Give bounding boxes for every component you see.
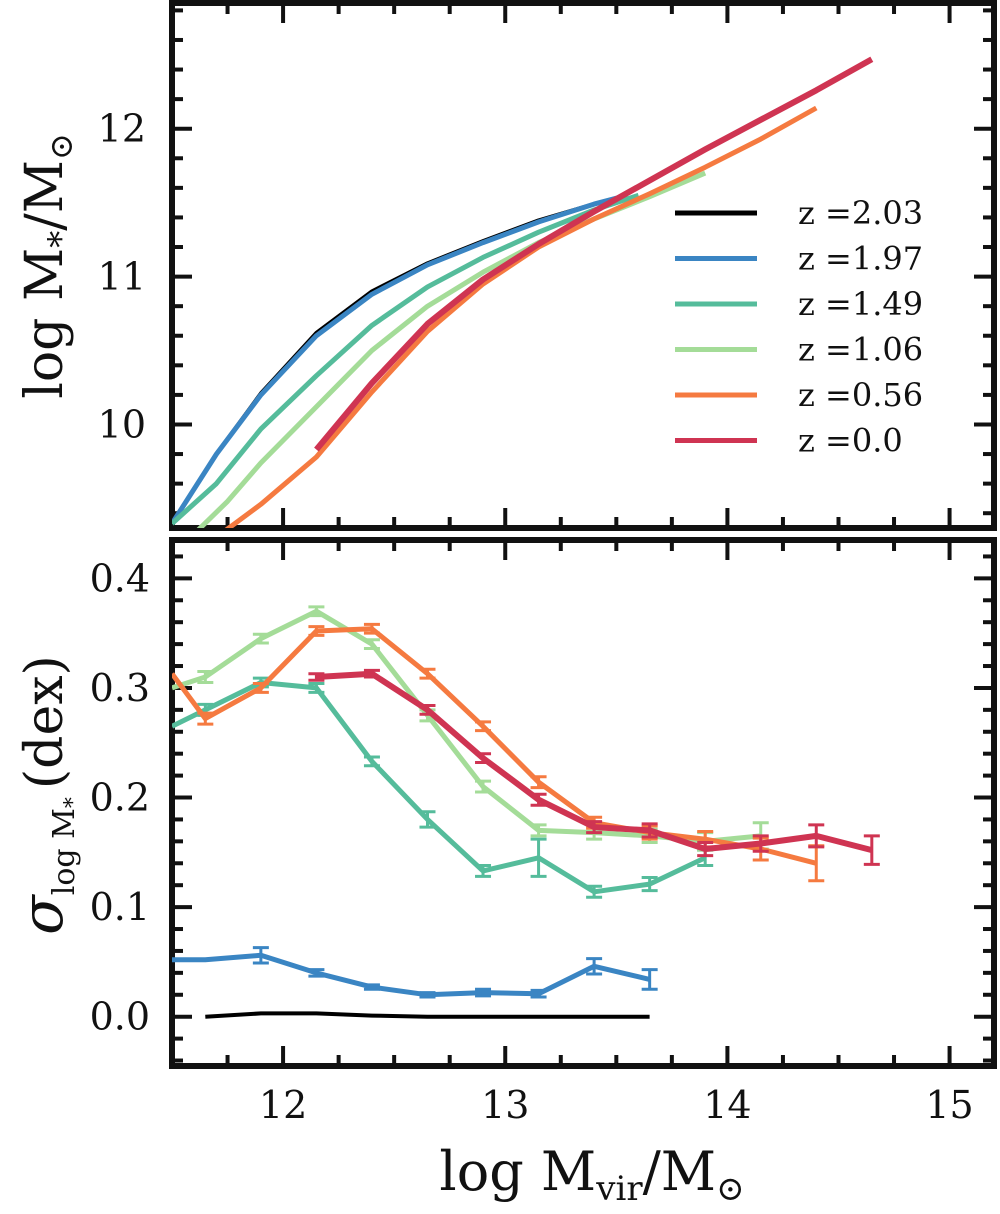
bottom-xlabel-sym: ⊙ xyxy=(716,1169,745,1209)
error-bar xyxy=(475,720,492,733)
error-bar xyxy=(530,823,547,838)
top-ticks xyxy=(170,3,994,528)
top-ylabel-main: log M xyxy=(15,248,75,399)
error-bar xyxy=(363,983,380,991)
top-ytick-label: 12 xyxy=(98,107,146,151)
bottom-series-line xyxy=(172,608,761,844)
error-bar xyxy=(808,823,825,849)
bottom-series xyxy=(172,605,880,1019)
bottom-series-line xyxy=(205,1011,650,1019)
error-bar xyxy=(752,834,769,853)
legend: z =2.03 z =1.97 z =1.49 z =1.06 z =0.56 z =0.… xyxy=(675,194,923,460)
top-series-line xyxy=(314,56,874,452)
error-bar xyxy=(197,711,214,726)
bottom-y-axis-label: σlog M* (dex) xyxy=(8,655,86,935)
error-bar xyxy=(530,988,547,999)
error-bar xyxy=(641,876,658,893)
error-bar xyxy=(419,667,436,680)
bottom-ytick-label: 0.4 xyxy=(90,556,150,600)
error-bar xyxy=(197,670,214,684)
error-bar xyxy=(308,625,325,637)
bottom-plot-frame xyxy=(169,537,997,1069)
bottom-ytick-labels: 0.0 0.1 0.2 0.3 0.4 xyxy=(90,556,150,1038)
top-ylabel-sym: ⊙ xyxy=(42,133,80,160)
top-ytick-labels: 10 11 12 xyxy=(98,107,146,447)
bottom-ylabel-sub: log M xyxy=(47,808,82,895)
bottom-xlabel-main: log M xyxy=(439,1140,596,1203)
legend-label: z =1.97 xyxy=(798,240,923,278)
bottom-xtick-labels: 12 13 14 15 xyxy=(259,1083,974,1127)
error-bar xyxy=(697,840,714,858)
bottom-xtick-label: 12 xyxy=(259,1083,307,1127)
legend-label: z =1.06 xyxy=(798,331,923,369)
top-ylabel-sub: * xyxy=(41,231,81,248)
error-bar xyxy=(308,605,325,618)
error-bar xyxy=(252,682,269,694)
legend-label: z =2.03 xyxy=(798,194,923,232)
error-bar xyxy=(530,775,547,790)
bottom-ytick-label: 0.3 xyxy=(90,666,150,710)
bottom-series-line xyxy=(172,952,651,998)
bottom-xlabel-rest: /M xyxy=(643,1140,717,1203)
error-bar xyxy=(475,863,492,878)
error-bar xyxy=(363,622,380,635)
error-bar xyxy=(363,755,380,768)
error-bar xyxy=(586,820,603,835)
bottom-series-line xyxy=(172,626,817,866)
error-bar xyxy=(252,946,269,965)
error-bar xyxy=(530,792,547,807)
top-ytick-label: 10 xyxy=(98,402,146,446)
error-bar xyxy=(419,703,436,716)
bottom-xlabel-sub: vir xyxy=(595,1169,643,1209)
error-bar xyxy=(308,682,325,694)
bottom-xtick-label: 14 xyxy=(703,1083,751,1127)
bottom-series-line xyxy=(172,680,707,895)
top-ytick-label: 11 xyxy=(98,255,146,299)
top-series-line xyxy=(196,170,707,528)
error-bar xyxy=(530,837,547,878)
error-bar xyxy=(475,987,492,998)
error-bar xyxy=(641,968,658,991)
error-bar xyxy=(641,822,658,839)
error-bar xyxy=(419,810,436,829)
bottom-ytick-label: 0.1 xyxy=(90,885,150,929)
error-bar xyxy=(586,957,603,976)
error-bar xyxy=(363,638,380,650)
bottom-ytick-label: 0.0 xyxy=(90,995,150,1039)
top-plot-frame xyxy=(169,0,997,531)
legend-label: z =0.56 xyxy=(798,376,923,414)
top-series-line xyxy=(172,192,629,525)
legend-label: z =0.0 xyxy=(798,422,903,460)
top-y-axis-label: log M*/M⊙ xyxy=(15,133,81,399)
error-bar xyxy=(475,779,492,794)
legend-label: z =1.49 xyxy=(798,285,923,323)
top-ylabel-rest: /M xyxy=(15,160,75,231)
bottom-ylabel-sigma: σ xyxy=(8,894,76,935)
bottom-ytick-label: 0.2 xyxy=(90,776,150,820)
top-series xyxy=(172,56,874,528)
bottom-panel: 0.00.10.20.30.4 12 13 14 15 σlog M*(dex) lo… xyxy=(8,537,997,1209)
error-bar xyxy=(363,668,380,679)
bottom-x-axis-label: log Mvir/M⊙ xyxy=(439,1140,744,1209)
error-bar xyxy=(252,632,269,645)
error-bar xyxy=(863,834,880,866)
error-bar xyxy=(475,752,492,764)
error-bar xyxy=(308,968,325,978)
bottom-xtick-label: 13 xyxy=(481,1083,529,1127)
top-series-line xyxy=(172,192,640,526)
top-series-line xyxy=(224,105,818,528)
error-bar xyxy=(308,672,325,682)
bottom-ylabel-subsub: * xyxy=(61,797,86,808)
error-bar xyxy=(419,991,436,999)
bottom-ylabel-rest: (dex) xyxy=(15,655,75,789)
bottom-xtick-label: 15 xyxy=(925,1083,973,1127)
error-bar xyxy=(586,884,603,899)
